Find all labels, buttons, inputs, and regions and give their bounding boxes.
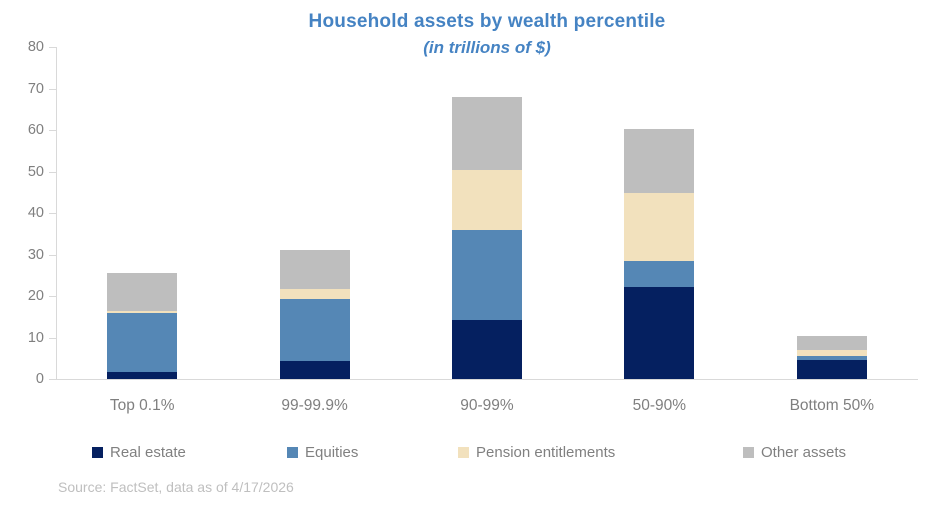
chart-title: Household assets by wealth percentile [308,11,666,32]
source-note: Source: FactSet, data as of 4/17/2026 [58,479,294,495]
y-tick-label: 30 [27,246,44,263]
y-axis-line [56,47,57,379]
bar-segment-real-estate [624,287,695,379]
legend-swatch-icon [287,446,298,458]
bar-segment-other-assets [451,96,522,171]
bar-segment-pension-entitlements [796,349,867,356]
bar-segment-pension-entitlements [107,310,178,314]
x-category-label: Bottom 50% [789,397,874,414]
bar-segment-equities [796,355,867,360]
bar-segment-pension-entitlements [624,193,695,261]
plot-area [56,47,918,380]
bar-segment-real-estate [279,361,350,379]
legend-label: Real estate [110,443,186,461]
legend-label: Equities [305,443,359,461]
bar-segment-other-assets [624,129,695,194]
category-slot [746,47,918,379]
bar-segment-pension-entitlements [279,288,350,300]
category-slot [228,47,400,379]
y-tick-label: 50 [27,163,44,180]
y-tick-mark [49,254,56,256]
y-tick-mark [49,47,56,48]
legend: Real estate Equities Pension entitlements O… [0,442,936,462]
x-axis-line [56,379,918,380]
bar-top-0-1- [107,272,178,379]
y-tick-mark [49,213,56,214]
y-tick-label: 40 [27,205,44,221]
category-slot [573,47,745,379]
category-slot [401,47,573,379]
x-category-label: 90-99% [460,397,514,414]
bar-bottom-50- [796,336,867,379]
bar-segment-pension-entitlements [451,170,522,230]
bar-segment-equities [279,299,350,362]
bar-segment-equities [107,313,178,372]
category-slot [56,47,228,379]
legend-item-other-assets: Other assets [743,442,846,462]
y-tick-mark [49,337,56,339]
y-tick-label: 10 [27,329,44,346]
legend-swatch-icon [458,446,469,458]
y-tick-mark [49,379,56,380]
legend-label: Pension entitlements [476,443,616,461]
y-tick-label: 60 [27,122,44,138]
bar-90-99- [451,96,522,379]
bar-segment-equities [451,229,522,321]
chart-subtitle: (in trillions of $) [423,38,551,57]
legend-label: Other assets [761,443,847,461]
title-block: Household assets by wealth percentile (i… [56,8,918,60]
y-tick-mark [49,130,56,131]
bar-segment-real-estate [451,320,522,379]
legend-swatch-icon [743,446,754,458]
y-tick-mark [49,88,56,90]
y-tick-mark [49,296,56,297]
legend-item-real-estate: Real estate [92,442,186,462]
bar-segment-other-assets [279,249,350,289]
y-tick-label: 20 [27,288,44,304]
bar-segment-other-assets [796,336,867,350]
y-tick-label: 70 [27,80,44,97]
y-tick-mark [49,171,56,173]
y-axis: 0 10 20 30 40 50 60 70 80 [0,39,56,387]
bar-segment-real-estate [107,371,178,379]
y-tick-label: 0 [35,371,44,387]
legend-item-equities: Equities [287,442,358,462]
x-category-label: 50-90% [632,397,687,414]
y-tick-label: 80 [27,39,44,55]
legend-item-pension-entitlements: Pension entitlements [458,442,615,462]
legend-swatch-icon [92,446,103,458]
x-axis-labels: Top 0.1% 99-99.9% 90-99% 50-90% Bottom 50% [56,395,918,419]
bar-50-90- [624,129,695,379]
bar-segment-other-assets [107,272,178,311]
bar-99-99-9- [279,249,350,379]
bar-segment-equities [624,260,695,288]
x-category-label: Top 0.1% [109,397,175,414]
x-category-label: 99-99.9% [281,397,348,414]
bar-segment-real-estate [796,359,867,379]
